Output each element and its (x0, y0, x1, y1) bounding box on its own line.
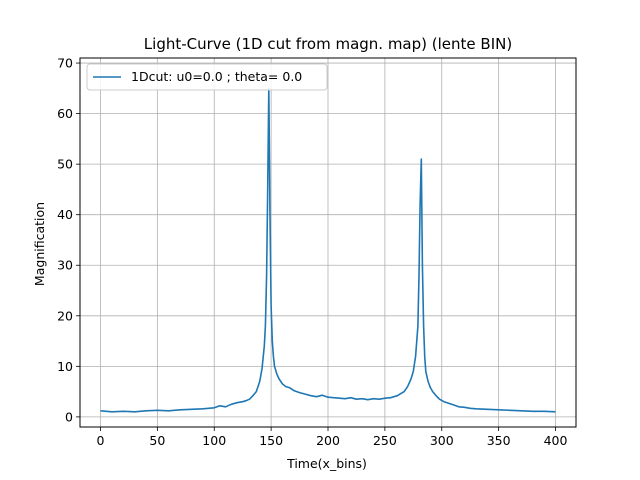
y-axis-label: Magnification (32, 202, 47, 286)
x-tick-label: 200 (316, 433, 340, 448)
legend: 1Dcut: u0=0.0 ; theta= 0.0 (86, 63, 328, 91)
x-tick-label: 350 (487, 433, 511, 448)
x-tick-label: 50 (149, 433, 165, 448)
x-tick-label: 250 (373, 433, 397, 448)
y-tick-label: 0 (65, 409, 73, 424)
legend-box (86, 63, 328, 91)
x-tick-label: 0 (97, 433, 105, 448)
series-line (100, 87, 556, 413)
y-tick-label: 60 (57, 106, 73, 121)
legend-label: 1Dcut: u0=0.0 ; theta= 0.0 (131, 69, 302, 84)
y-tick-label: 40 (57, 207, 73, 222)
chart-title: Light-Curve (1D cut from magn. map) (len… (144, 35, 512, 53)
ticks: 0 50 100 150 200 250 300 350 400 0 10 20 30 40 50 60 70 (57, 56, 567, 448)
grid (80, 58, 576, 427)
y-tick-label: 50 (57, 157, 73, 172)
x-tick-label: 400 (544, 433, 568, 448)
y-tick-label: 10 (57, 359, 73, 374)
x-tick-label: 150 (259, 433, 283, 448)
x-tick-label: 100 (202, 433, 226, 448)
series-layer (100, 87, 556, 413)
x-tick-label: 300 (430, 433, 454, 448)
y-tick-label: 70 (57, 56, 73, 71)
y-tick-label: 20 (57, 308, 73, 323)
x-axis-label: Time(x_bins) (286, 456, 367, 471)
y-tick-label: 30 (57, 258, 73, 273)
